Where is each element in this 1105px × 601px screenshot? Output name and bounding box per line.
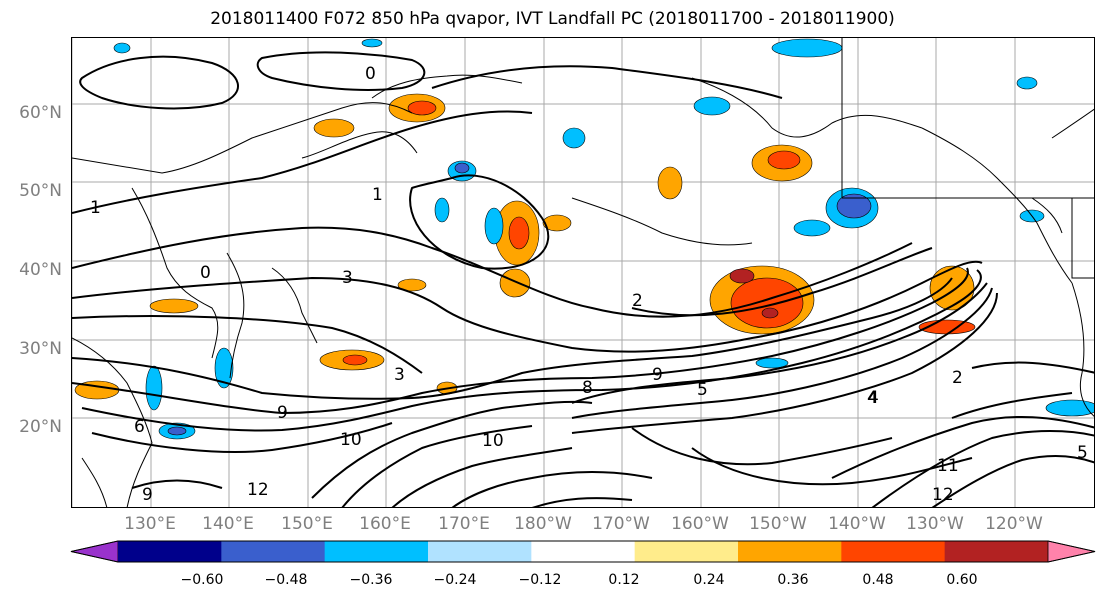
lon-label: 160°W xyxy=(671,514,729,534)
colorbar-outline xyxy=(70,540,1096,563)
contour-label: 4 xyxy=(868,388,879,408)
lon-label: 150°E xyxy=(281,514,333,534)
anomaly-patch xyxy=(484,207,504,245)
coastlines xyxy=(72,38,1094,507)
anomaly-patch xyxy=(361,38,383,48)
lon-label: 160°E xyxy=(359,514,411,534)
lon-label: 150°W xyxy=(749,514,807,534)
contour-label: 1 xyxy=(90,198,101,218)
anomaly-patch xyxy=(755,357,789,369)
colorbar-tick-label: −0.48 xyxy=(264,572,308,588)
colorbar-segment xyxy=(841,541,946,562)
anomaly-patch xyxy=(767,150,801,170)
colorbar-segment xyxy=(324,541,429,562)
colorbar-tick-label: 0.36 xyxy=(777,572,809,588)
anomaly-patch xyxy=(729,268,755,284)
colorbar-segment xyxy=(221,541,326,562)
contour-label: 6 xyxy=(134,417,145,437)
contour-label: 11 xyxy=(937,456,959,476)
map-panel: 0 0 1 1 2 3 3 4 5 6 8 9 9 10 10 11 12 12… xyxy=(71,37,1095,508)
colorbar-tick-label: −0.24 xyxy=(433,572,477,588)
anomaly-patch xyxy=(562,127,586,149)
contour-label: 1 xyxy=(372,185,383,205)
anomaly-patch xyxy=(397,278,427,292)
anomaly-patch xyxy=(693,96,731,116)
graticule xyxy=(72,38,1094,507)
contour-label: 12 xyxy=(932,485,954,505)
lon-label: 120°W xyxy=(985,514,1043,534)
colorbar-segment xyxy=(531,541,636,562)
contour-label: 0 xyxy=(365,64,376,84)
anomaly-patch xyxy=(149,298,199,314)
anomaly-patch xyxy=(657,166,683,200)
colorbar-segment xyxy=(118,541,222,562)
anomaly-patch xyxy=(771,38,843,58)
colorbar-segment xyxy=(738,541,842,562)
anomaly-patch xyxy=(434,197,450,223)
contour-label: 0 xyxy=(200,263,211,283)
colorbar-tick-label: 0.60 xyxy=(946,572,978,588)
contour-labels: 0 0 1 1 2 3 3 4 5 6 8 9 9 10 10 11 12 12… xyxy=(90,64,1088,505)
anomaly-patch xyxy=(508,216,530,250)
lon-label: 130°E xyxy=(124,514,176,534)
contour-label: 3 xyxy=(394,365,405,385)
contour-label: 5 xyxy=(1077,443,1088,463)
lat-label-60n: 60°N xyxy=(19,103,62,123)
ivt-contours xyxy=(72,51,1094,507)
contour-label: 4 xyxy=(867,388,878,408)
lon-label: 130°W xyxy=(906,514,964,534)
lat-label-40n: 40°N xyxy=(19,260,62,280)
anomaly-patch xyxy=(313,118,355,138)
anomaly-patch xyxy=(761,307,779,319)
contour-label: 3 xyxy=(342,268,353,288)
map-svg: 0 0 1 1 2 3 3 4 5 6 8 9 9 10 10 11 12 12… xyxy=(72,38,1094,507)
contour-label: 9 xyxy=(277,403,288,423)
lon-label: 140°E xyxy=(202,514,254,534)
anomaly-patch xyxy=(1016,76,1038,90)
colorbar-segment xyxy=(428,541,532,562)
contour-label: 10 xyxy=(482,431,504,451)
colorbar-tick-label: −0.12 xyxy=(518,572,562,588)
anomaly-patch xyxy=(113,42,131,54)
lon-label: 180°W xyxy=(514,514,572,534)
anomaly-patch xyxy=(730,277,804,329)
lon-label: 170°E xyxy=(438,514,490,534)
anomaly-patch xyxy=(499,268,531,298)
contour-label: 10 xyxy=(340,430,362,450)
contour-label: 5 xyxy=(697,380,708,400)
colorbar-tick-label: −0.60 xyxy=(180,572,224,588)
anomaly-patch xyxy=(342,354,368,366)
colorbar-extend-max xyxy=(1047,540,1096,563)
colorbar-tick-label: 0.12 xyxy=(608,572,640,588)
contour-label: 2 xyxy=(952,368,963,388)
anomaly-patch xyxy=(1045,399,1094,417)
anomaly-patch xyxy=(145,365,163,411)
anomaly-patch xyxy=(836,193,872,219)
lat-label-30n: 30°N xyxy=(19,339,62,359)
contour-label: 8 xyxy=(582,378,593,398)
anomaly-patch xyxy=(167,426,187,436)
lat-label-50n: 50°N xyxy=(19,181,62,201)
colorbar-tick-label: −0.36 xyxy=(349,572,393,588)
colorbar-segment xyxy=(634,541,739,562)
anomaly-patch xyxy=(407,100,437,116)
colorbar-segment xyxy=(944,541,1049,562)
anomaly-patch xyxy=(542,214,572,232)
contour-label: 12 xyxy=(247,480,269,500)
lat-label-20n: 20°N xyxy=(19,417,62,437)
colorbar-tick-label: 0.24 xyxy=(693,572,725,588)
anomaly-patch xyxy=(793,219,831,237)
anomaly-patch xyxy=(454,162,470,174)
figure-title: 2018011400 F072 850 hPa qvapor, IVT Land… xyxy=(210,9,895,29)
lon-label: 140°W xyxy=(828,514,886,534)
lon-label: 170°W xyxy=(592,514,650,534)
colorbar-extend-min xyxy=(70,540,119,563)
contour-label: 9 xyxy=(142,485,153,505)
colorbar-tick-label: 0.48 xyxy=(862,572,894,588)
contour-label: 2 xyxy=(632,291,643,311)
contour-label: 9 xyxy=(652,365,663,385)
anomaly-patch xyxy=(214,347,234,389)
